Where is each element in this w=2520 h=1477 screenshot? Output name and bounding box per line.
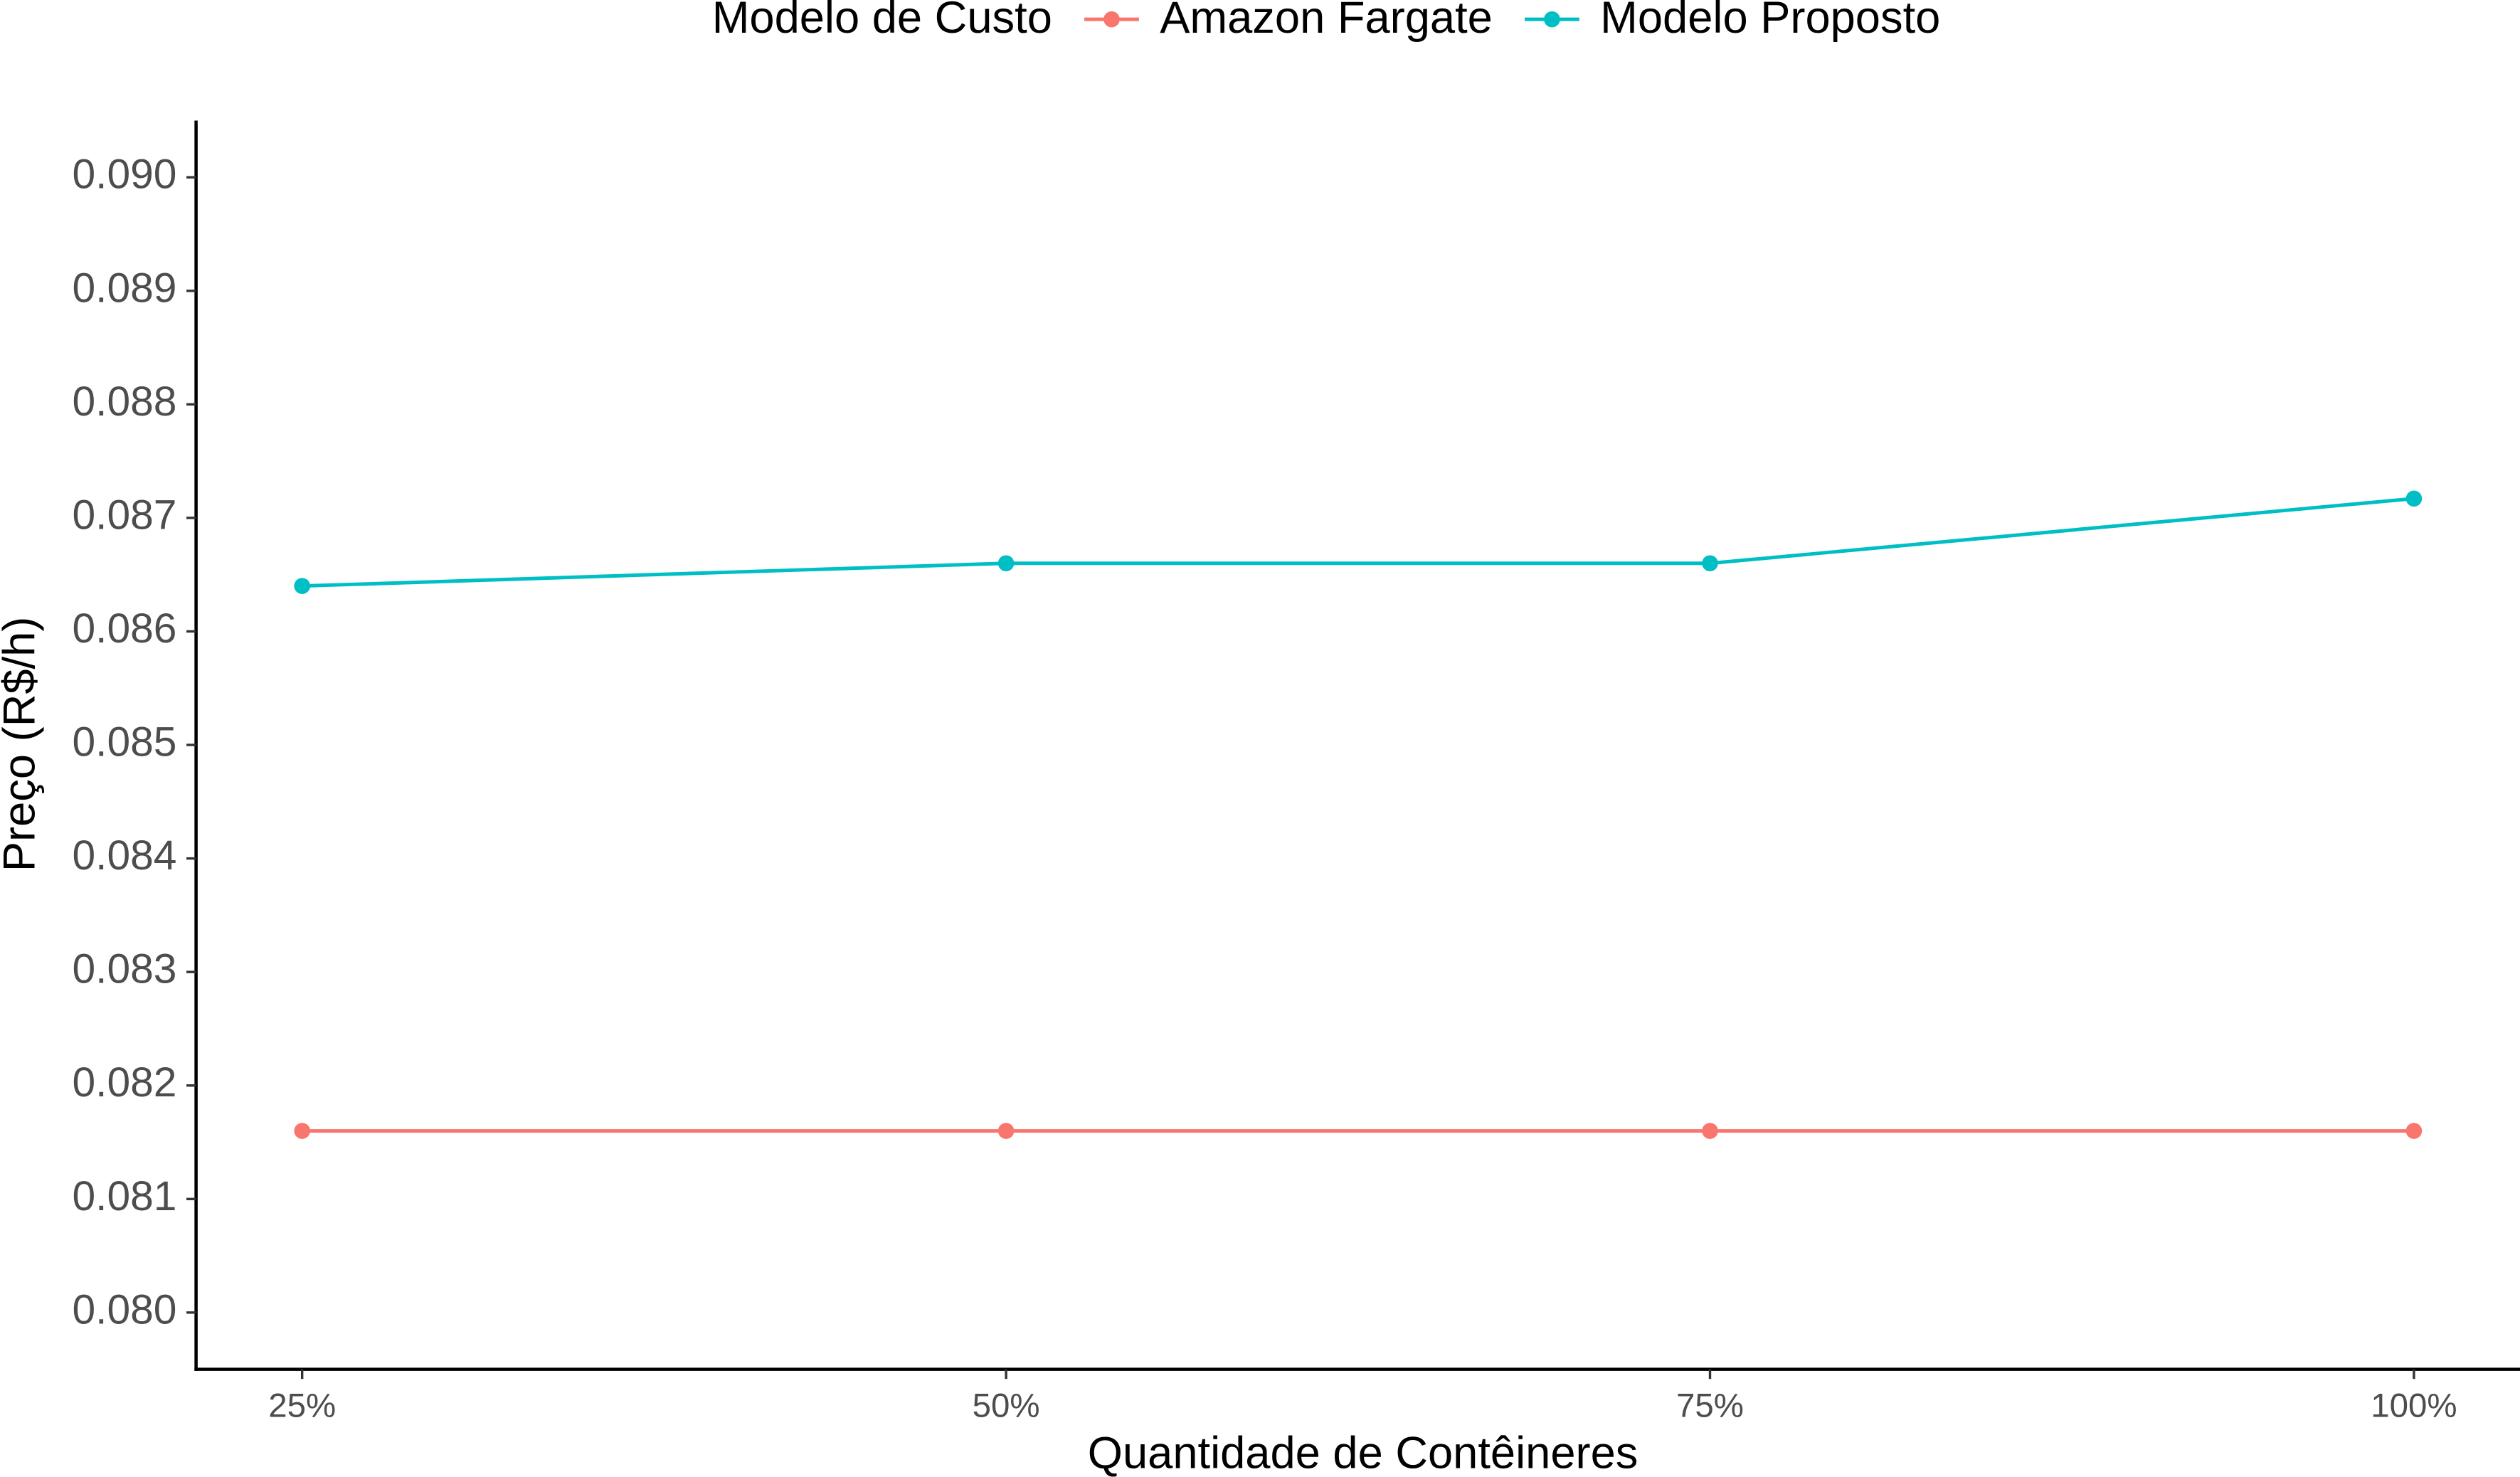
legend-key-point [1544,11,1560,28]
x-tick-label: 75% [1676,1387,1744,1424]
x-tick-label: 50% [973,1387,1040,1424]
x-tick-label: 100% [2371,1387,2457,1424]
y-tick-label: 0.083 [73,946,177,992]
y-axis-label: Preço (R$/h) [0,617,44,872]
point [1702,1123,1718,1139]
y-tick-label: 0.084 [73,832,177,879]
y-tick-label: 0.090 [73,152,177,198]
point [1702,555,1718,572]
series-line [302,497,2415,588]
y-tick-label: 0.082 [73,1059,177,1106]
point [2405,490,2423,507]
legend-title: Modelo de Custo [712,0,1052,43]
point [294,1123,310,1139]
y-tick-label: 0.081 [73,1173,177,1219]
y-tick-label: 0.080 [73,1286,177,1333]
legend-label: Modelo Proposto [1600,0,1940,43]
point [997,1123,1015,1139]
point [294,578,310,594]
y-tick-label: 0.085 [73,719,177,766]
point [2405,1123,2423,1139]
y-tick-label: 0.087 [73,492,177,538]
legend-label: Amazon Fargate [1160,0,1493,43]
point [997,555,1015,572]
y-tick-label: 0.088 [73,378,177,425]
legend-key-point [1103,11,1120,28]
y-tick-label: 0.086 [73,605,177,652]
x-axis-label: Quantidade de Contêineres [1088,1428,1638,1477]
y-tick-label: 0.089 [73,265,177,311]
x-tick-label: 25% [268,1387,336,1424]
